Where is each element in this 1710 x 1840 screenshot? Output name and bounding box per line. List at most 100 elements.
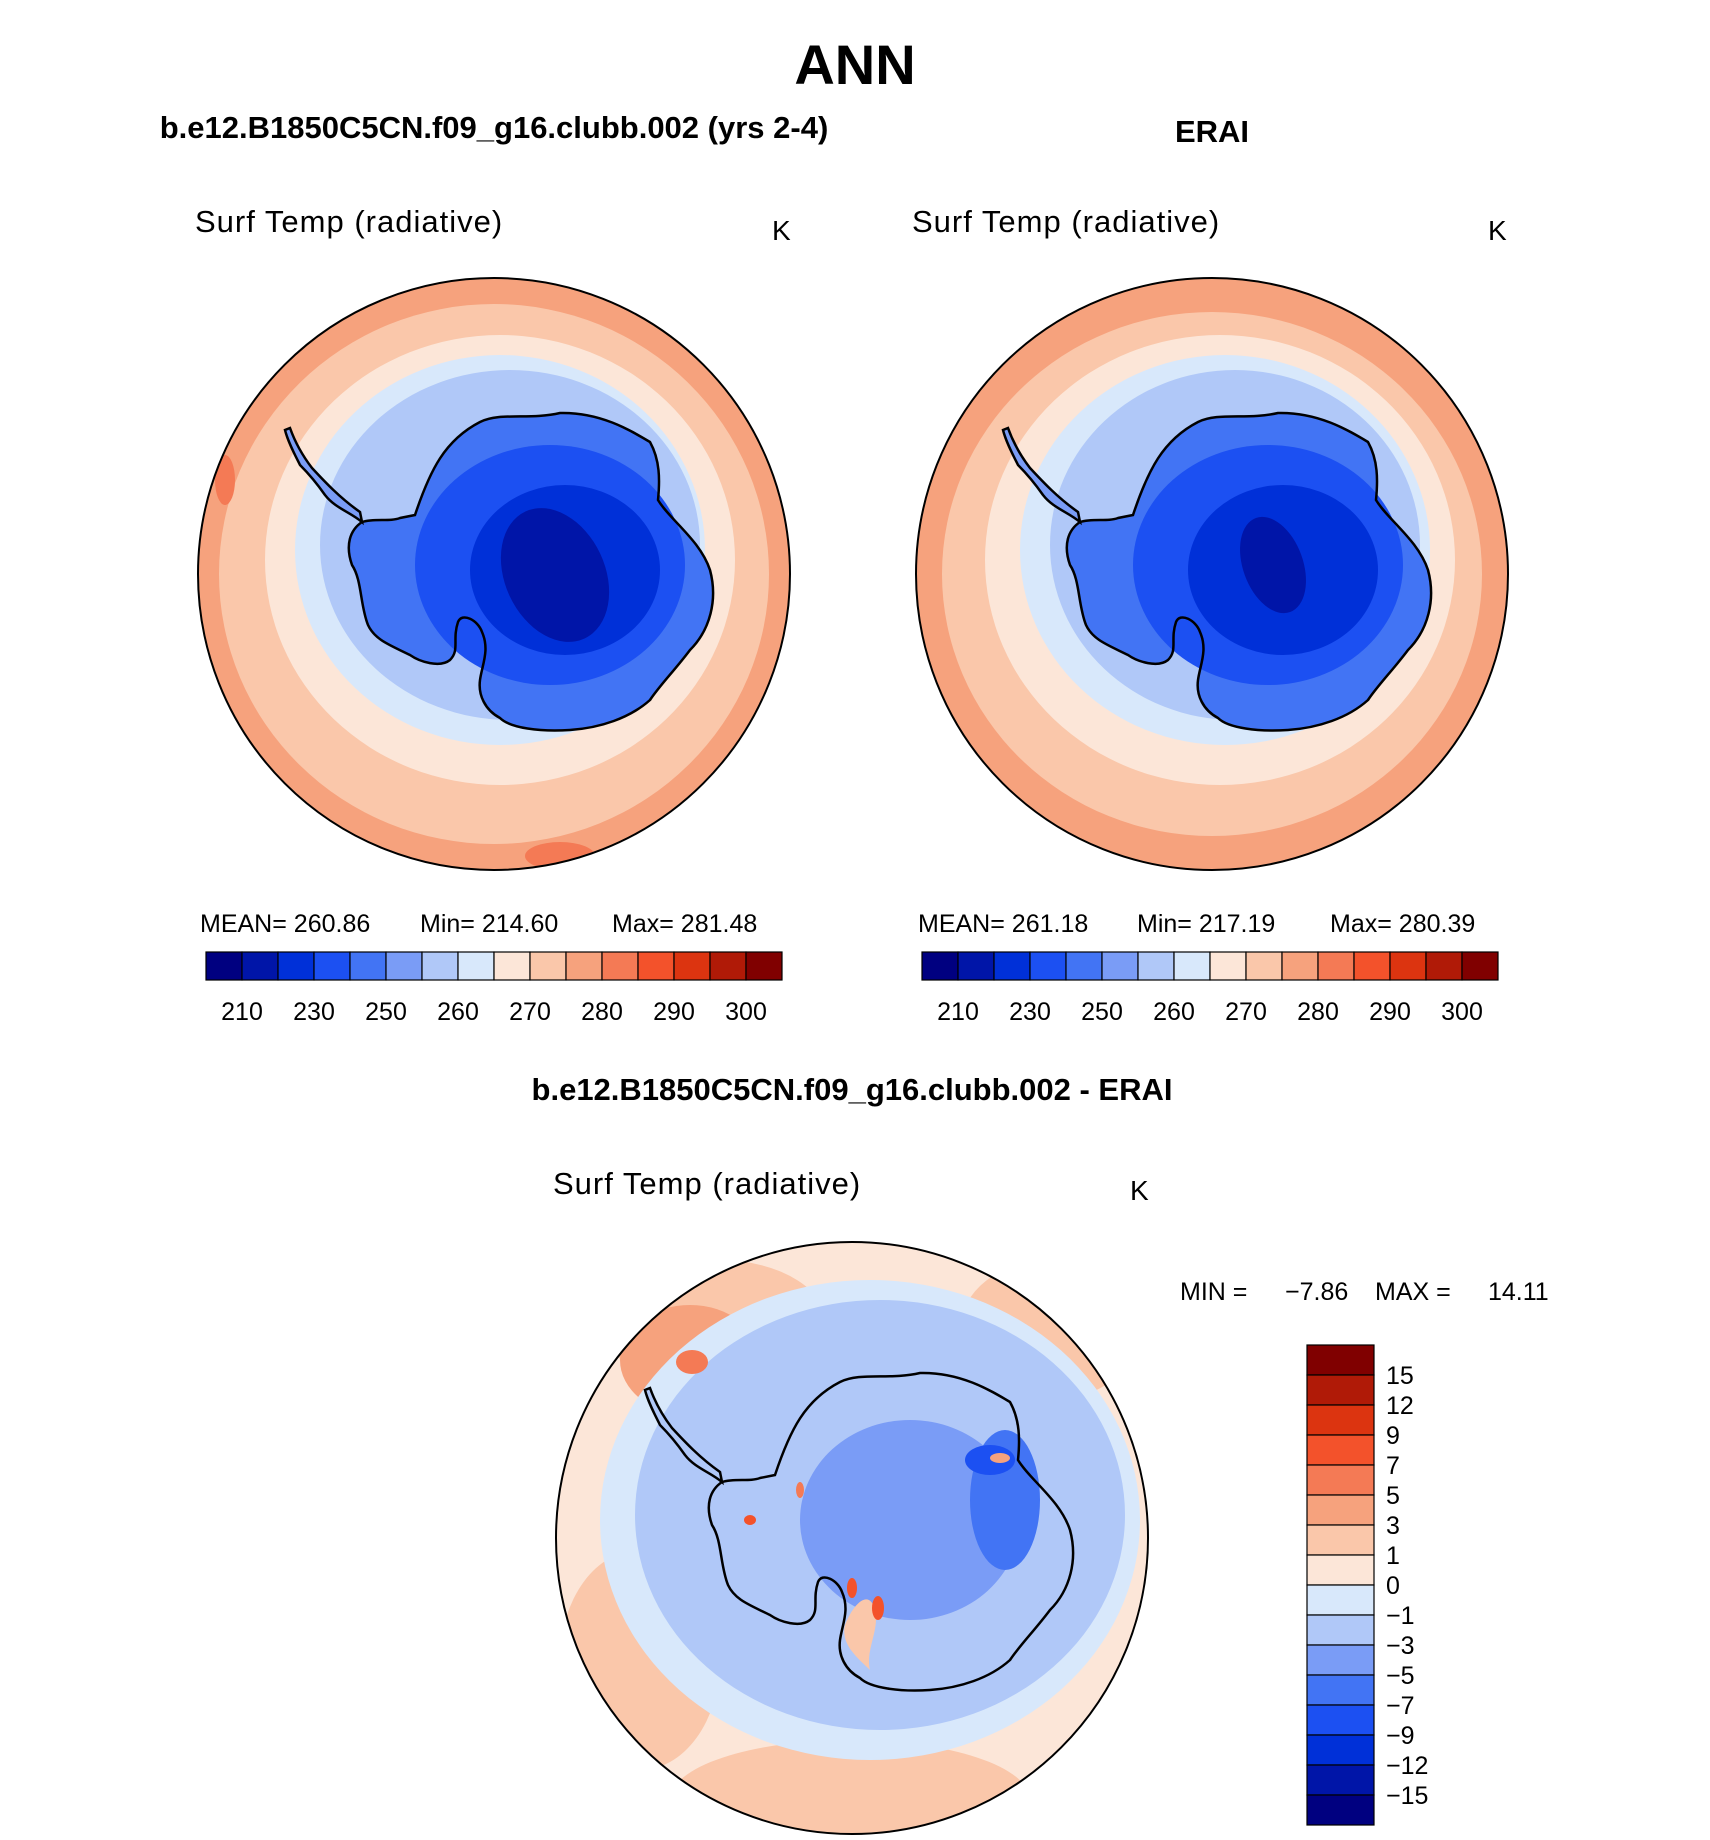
- colorbar-tick-label: 280: [1297, 998, 1339, 1026]
- colorbar-tick-label: −3: [1386, 1632, 1415, 1660]
- colorbar-tick-label: −15: [1386, 1782, 1428, 1810]
- colorbar-swatch: [277, 951, 315, 981]
- stat-max-value: 280.39: [1399, 910, 1475, 938]
- colorbar-swatch: [1389, 951, 1427, 981]
- colorbar-tick-label: 12: [1386, 1392, 1414, 1420]
- colorbar-swatch: [457, 951, 495, 981]
- stat-mean-label: MEAN=: [918, 910, 1005, 938]
- panel-obs-stats: MEAN= 261.18 Min= 217.19 Max= 280.39: [918, 910, 1475, 938]
- stat-min-value: 217.19: [1199, 910, 1275, 938]
- colorbar-swatch: [1306, 1614, 1375, 1646]
- colorbar-swatch: [1306, 1494, 1375, 1526]
- colorbar-swatch: [349, 951, 387, 981]
- stat-min-label: MIN =: [1180, 1278, 1247, 1306]
- panel-diff-header: b.e12.B1850C5CN.f09_g16.clubb.002 - ERAI: [532, 1072, 1173, 1107]
- stat-mean-value: 260.86: [294, 910, 370, 938]
- panel-obs: ERAI Surf Temp (radiative) K MEAN= 261.1…: [912, 114, 1509, 1026]
- colorbar-swatch: [1306, 1344, 1375, 1376]
- panel-diff-units: K: [1130, 1175, 1149, 1206]
- colorbar-swatch: [1137, 951, 1175, 981]
- colorbar-tick-label: −5: [1386, 1662, 1415, 1690]
- colorbar-tick-label: 280: [581, 998, 623, 1026]
- colorbar-swatch: [493, 951, 531, 981]
- colorbar-tick-label: 1: [1386, 1542, 1400, 1570]
- svg-text:Max= 280.39: Max= 280.39: [1330, 910, 1475, 938]
- stat-min-value: −7.86: [1285, 1278, 1348, 1306]
- colorbar-tick-label: 250: [1081, 998, 1123, 1026]
- colorbar-tick-label: 3: [1386, 1512, 1400, 1540]
- panel-diff-colorbar: [1306, 1344, 1375, 1826]
- colorbar-swatch: [1173, 951, 1211, 981]
- stat-min-value: 214.60: [482, 910, 558, 938]
- colorbar-swatch: [565, 951, 603, 981]
- colorbar-swatch: [921, 951, 959, 981]
- colorbar-swatch: [1306, 1524, 1375, 1556]
- colorbar-tick-label: 7: [1386, 1452, 1400, 1480]
- colorbar-swatch: [1306, 1434, 1375, 1466]
- colorbar-tick-label: 300: [725, 998, 767, 1026]
- panel-model-stats: MEAN= 260.86 Min= 214.60 Max= 281.48: [200, 910, 757, 938]
- colorbar-tick-label: 290: [1369, 998, 1411, 1026]
- colorbar-tick-label: 230: [293, 998, 335, 1026]
- panel-model-units: K: [772, 215, 791, 246]
- colorbar-swatch: [241, 951, 279, 981]
- stat-max-label: Max=: [1330, 910, 1392, 938]
- colorbar-tick-label: 300: [1441, 998, 1483, 1026]
- panel-obs-units: K: [1488, 215, 1507, 246]
- svg-text:Min= 217.19: Min= 217.19: [1137, 910, 1275, 938]
- panel-model-header: b.e12.B1850C5CN.f09_g16.clubb.002 (yrs 2…: [160, 110, 829, 145]
- colorbar-tick-label: 5: [1386, 1482, 1400, 1510]
- panel-model-map: [198, 278, 790, 870]
- colorbar-swatch: [637, 951, 675, 981]
- colorbar-swatch: [1306, 1734, 1375, 1766]
- panel-diff: b.e12.B1850C5CN.f09_g16.clubb.002 - ERAI…: [532, 1072, 1549, 1835]
- panel-obs-map: [916, 278, 1508, 870]
- svg-text:MEAN= 260.86: MEAN= 260.86: [200, 910, 370, 938]
- colorbar-swatch: [673, 951, 711, 981]
- colorbar-swatch: [1317, 951, 1355, 981]
- panel-obs-field: Surf Temp (radiative): [912, 204, 1220, 239]
- colorbar-tick-label: 260: [437, 998, 479, 1026]
- colorbar-swatch: [1306, 1374, 1375, 1406]
- colorbar-tick-label: −12: [1386, 1752, 1428, 1780]
- colorbar-tick-label: −7: [1386, 1692, 1415, 1720]
- colorbar-tick-label: 260: [1153, 998, 1195, 1026]
- colorbar-tick-label: −9: [1386, 1722, 1415, 1750]
- colorbar-swatch: [1306, 1584, 1375, 1616]
- figure-title: ANN: [794, 33, 915, 96]
- stat-mean-value: 261.18: [1012, 910, 1088, 938]
- colorbar-swatch: [745, 951, 783, 981]
- colorbar-tick-label: 9: [1386, 1422, 1400, 1450]
- colorbar-tick-label: 0: [1386, 1572, 1400, 1600]
- colorbar-swatch: [421, 951, 459, 981]
- colorbar-tick-label: 270: [1225, 998, 1267, 1026]
- colorbar-swatch: [1306, 1644, 1375, 1676]
- colorbar-swatch: [1306, 1674, 1375, 1706]
- colorbar-swatch: [1461, 951, 1499, 981]
- panel-obs-header: ERAI: [1175, 114, 1249, 149]
- svg-text:14.11: 14.11: [1488, 1278, 1549, 1306]
- colorbar-tick-label: 210: [937, 998, 979, 1026]
- stat-max-label: MAX =: [1375, 1278, 1451, 1306]
- colorbar-tick-label: −1: [1386, 1602, 1415, 1630]
- panel-model: b.e12.B1850C5CN.f09_g16.clubb.002 (yrs 2…: [160, 110, 829, 1026]
- colorbar-swatch: [1306, 1554, 1375, 1586]
- colorbar-swatch: [1101, 951, 1139, 981]
- colorbar-swatch: [1306, 1704, 1375, 1736]
- panel-diff-field: Surf Temp (radiative): [553, 1166, 861, 1201]
- colorbar-tick-label: 270: [509, 998, 551, 1026]
- panel-model-colorbar: [205, 951, 783, 981]
- panel-model-field: Surf Temp (radiative): [195, 204, 503, 239]
- colorbar-swatch: [1306, 1794, 1375, 1826]
- colorbar-swatch: [1306, 1764, 1375, 1796]
- colorbar-swatch: [1281, 951, 1319, 981]
- colorbar-swatch: [993, 951, 1031, 981]
- panel-model-colorbar-ticks: 210 230 250 260 270 280 290 300: [221, 998, 767, 1026]
- colorbar-swatch: [1029, 951, 1067, 981]
- colorbar-swatch: [1306, 1404, 1375, 1436]
- colorbar-swatch: [529, 951, 567, 981]
- colorbar-swatch: [601, 951, 639, 981]
- colorbar-swatch: [313, 951, 351, 981]
